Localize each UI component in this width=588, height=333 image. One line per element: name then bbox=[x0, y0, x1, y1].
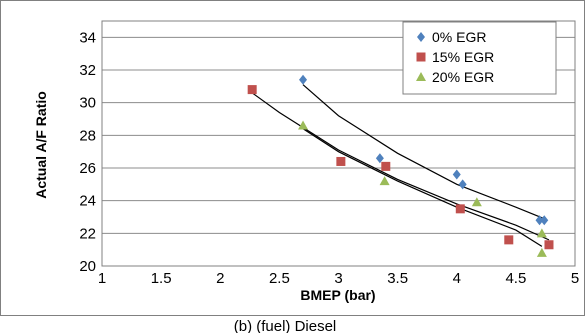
x-tick-label: 3 bbox=[334, 270, 342, 287]
y-tick-label: 30 bbox=[79, 95, 96, 112]
data-point bbox=[299, 74, 308, 85]
data-point bbox=[336, 156, 346, 166]
legend-label: 20% EGR bbox=[432, 69, 494, 85]
x-tick-label: 2 bbox=[216, 270, 224, 287]
data-point bbox=[247, 85, 257, 95]
figure-caption: (b) (fuel) Diesel bbox=[234, 318, 337, 333]
data-point bbox=[375, 153, 384, 164]
trendlines bbox=[251, 84, 550, 247]
x-tick-label: 5 bbox=[571, 270, 579, 287]
trendline bbox=[302, 84, 545, 220]
x-axis-title: BMEP (bar) bbox=[300, 287, 375, 303]
legend-label: 0% EGR bbox=[432, 29, 486, 45]
data-point bbox=[458, 179, 467, 190]
data-point bbox=[381, 161, 391, 171]
data-point bbox=[379, 176, 390, 186]
legend-label: 15% EGR bbox=[432, 49, 494, 65]
trendline bbox=[251, 92, 550, 241]
x-tick-label: 1.5 bbox=[151, 270, 172, 287]
y-axis-title: Actual A/F Ratio bbox=[33, 91, 49, 199]
legend: 0% EGR 15% EGR 20% EGR bbox=[402, 21, 557, 95]
x-tick-label: 2.5 bbox=[269, 270, 290, 287]
y-tick-label: 32 bbox=[79, 62, 96, 79]
data-point bbox=[544, 240, 554, 250]
data-point bbox=[504, 235, 514, 245]
data-point bbox=[535, 215, 544, 226]
data-point bbox=[536, 247, 547, 257]
x-tick-label: 1 bbox=[98, 270, 106, 287]
x-tick-label: 4.5 bbox=[505, 270, 526, 287]
data-point bbox=[536, 228, 547, 238]
y-tick-label: 28 bbox=[79, 127, 96, 144]
data-markers bbox=[247, 74, 554, 257]
data-point bbox=[540, 215, 549, 226]
data-point bbox=[298, 120, 309, 130]
y-tick-label: 34 bbox=[79, 29, 96, 46]
trendline bbox=[302, 128, 543, 247]
data-point bbox=[471, 197, 482, 207]
legend-marker bbox=[416, 52, 426, 62]
x-tick-label: 3.5 bbox=[387, 270, 408, 287]
legend-marker bbox=[416, 72, 426, 81]
y-tick-labels: 20 22 24 26 28 30 32 34 bbox=[79, 29, 96, 275]
y-tick-label: 24 bbox=[79, 193, 96, 210]
x-tick-labels: 1 1.5 2 2.5 3 3.5 4 4.5 5 bbox=[98, 270, 579, 287]
y-tick-label: 22 bbox=[79, 225, 96, 242]
data-point bbox=[452, 169, 461, 180]
legend-marker bbox=[417, 32, 425, 42]
plot-area bbox=[101, 20, 576, 267]
legend-box bbox=[402, 21, 557, 95]
data-point bbox=[455, 204, 465, 214]
y-tick-label: 26 bbox=[79, 160, 96, 177]
x-tick-label: 4 bbox=[453, 270, 461, 287]
y-tick-label: 20 bbox=[79, 258, 96, 275]
